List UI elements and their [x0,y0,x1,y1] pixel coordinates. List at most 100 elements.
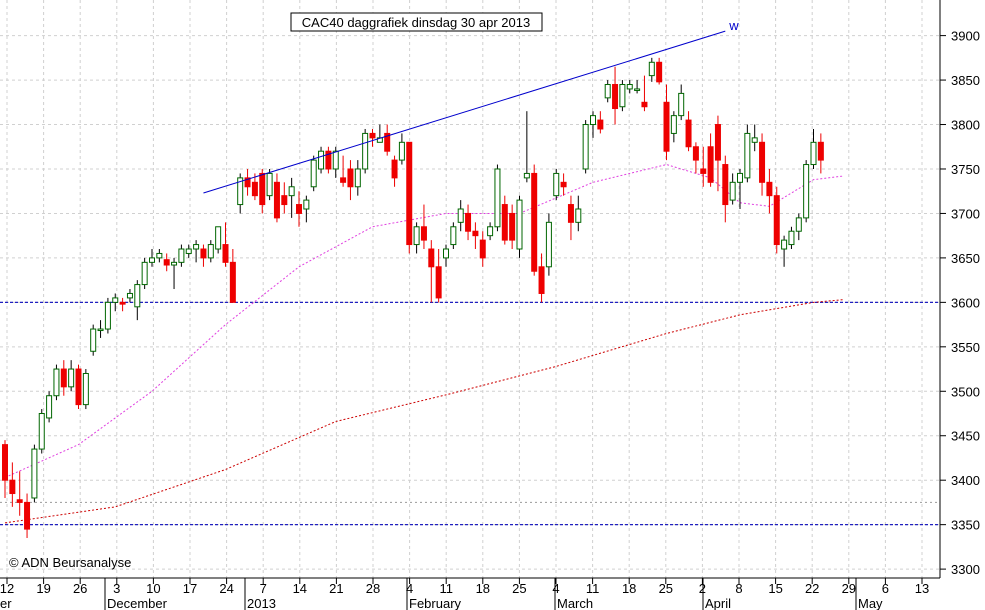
candle [288,177,295,218]
candle [575,195,582,232]
x-month-label: er [0,596,12,610]
candle [259,168,266,214]
title-frame [290,12,543,32]
candle [465,204,472,241]
y-tick-label: 3350 [951,518,980,533]
candle-body-down [273,181,280,219]
candle [663,84,670,161]
candle [759,133,766,196]
candle [810,128,817,169]
x-day-label: 11 [586,581,600,596]
candle-body-down [641,101,648,108]
candle [420,204,427,250]
candle [472,222,479,250]
moving-average-line [4,164,843,478]
candle [494,164,501,232]
y-tick-label: 3700 [951,206,980,221]
candle-body-up [354,168,361,188]
candle [369,128,376,147]
candle [450,222,457,250]
candle [744,124,751,183]
candle-body-up [332,150,339,170]
candle-body-down [560,181,567,188]
candle [244,168,251,196]
candle-body-down [612,84,619,110]
candle-body-down [435,266,442,299]
candle [362,128,369,174]
candle-body-up [494,168,501,228]
candle-body-down [347,168,354,188]
candle [2,440,8,498]
candle-body-up [670,115,677,134]
candle-body-up [523,172,530,179]
candle [641,75,648,112]
candle [281,182,288,214]
y-tick-label: 3650 [951,251,980,266]
x-day-label: 18 [622,581,636,596]
candle-body-down [16,499,23,503]
candle [229,249,236,303]
candle [340,155,347,187]
candle-body-down [692,146,699,161]
candle-body-down [369,132,376,139]
candle [31,444,38,503]
candle [803,160,810,223]
candle-body-down [509,212,516,241]
candle [670,111,677,143]
candle [134,280,141,321]
candle [53,364,60,401]
candle-body-up [737,172,743,183]
x-day-label: 2 [699,581,706,596]
candle-body-down [251,181,258,197]
candle-body-up [413,226,420,246]
candle [560,173,567,196]
x-day-label: 19 [36,581,50,596]
candle [296,191,302,227]
candle [413,222,420,254]
x-day-label: 12 [0,581,14,596]
candle [237,173,244,214]
candle-body-down [229,261,236,303]
candle [795,213,802,241]
x-day-label: 4 [406,581,413,596]
candle-body-down [428,248,435,268]
candle [604,80,611,103]
candle-body-down [406,141,413,246]
x-month-label: March [557,596,593,610]
candle-body-up [171,261,178,266]
candle [729,173,736,205]
candle [707,133,714,187]
candle [90,324,97,356]
candle [266,168,273,201]
candle [126,289,133,303]
candle-body-up [156,252,163,259]
candle-body-down [296,204,302,214]
y-tick-label: 3750 [951,162,980,177]
x-day-label: 6 [882,581,889,596]
candle-body-down [479,239,486,259]
x-day-label: 17 [183,581,197,596]
candle-body-down [759,141,766,183]
candle [391,155,398,187]
candle-body-down [597,119,604,130]
candle-body-up [68,368,75,388]
candle-body-up [303,199,310,210]
candle-body-down [75,368,82,406]
candle-body-up [729,181,736,201]
candle [523,111,530,183]
candle [178,244,185,267]
candle [509,204,516,250]
candle [648,57,655,82]
candle [38,409,45,454]
candle [398,133,405,165]
x-day-label: 7 [260,581,267,596]
candle [16,471,23,516]
candle [656,57,663,85]
moving-average-line [4,299,843,524]
candle-body-down [531,172,538,272]
candle [428,240,435,303]
candle [487,222,494,241]
candle-body-up [626,84,633,90]
candle-body-down [663,101,670,152]
y-tick-label: 3300 [951,562,980,577]
